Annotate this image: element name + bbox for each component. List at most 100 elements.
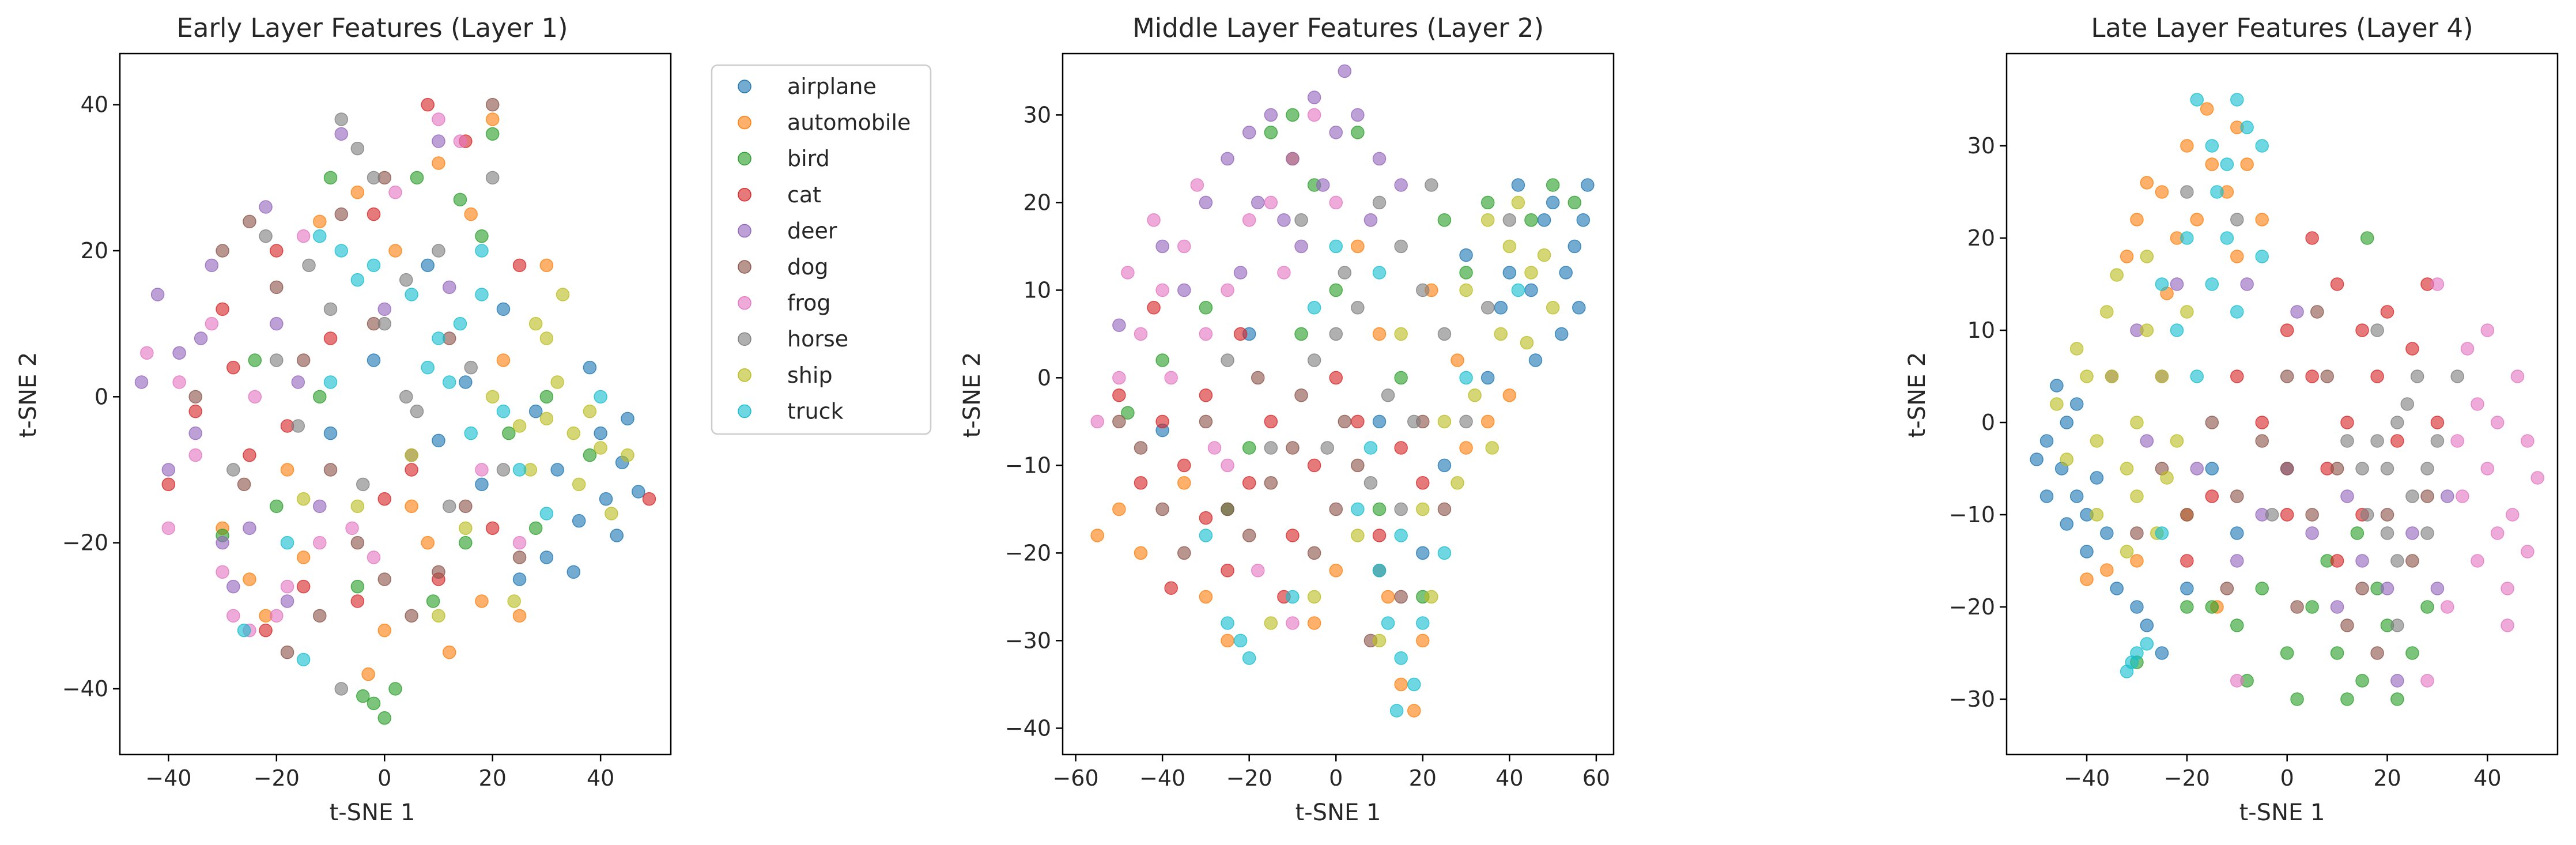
scatter-point-frog xyxy=(2441,600,2454,614)
scatter-point-dog xyxy=(1329,502,1343,516)
scatter-point-dog xyxy=(2305,508,2319,522)
x-tick-label: 40 xyxy=(2473,765,2501,791)
scatter-point-truck xyxy=(512,463,527,477)
scatter-point-horse xyxy=(2400,397,2415,411)
scatter-point-bird xyxy=(502,426,516,440)
chart-title: Late Layer Features (Layer 4) xyxy=(2091,13,2473,43)
x-axis-label: t-SNE 1 xyxy=(2239,799,2325,826)
scatter-point-dog xyxy=(2370,646,2384,660)
scatter-point-bird xyxy=(313,390,327,404)
y-tick-label: −40 xyxy=(1005,715,1051,741)
scatter-point-airplane xyxy=(2100,526,2114,540)
legend-marker xyxy=(738,224,751,238)
y-tick-label: −20 xyxy=(62,530,108,556)
scatter-point-truck xyxy=(1389,704,1404,718)
scatter-point-bird xyxy=(528,521,543,535)
scatter-point-horse xyxy=(2410,369,2424,383)
scatter-point-bird xyxy=(1394,371,1408,385)
scatter-point-deer xyxy=(243,521,256,535)
y-tick-label: −20 xyxy=(1949,594,1995,620)
scatter-point-automobile xyxy=(2130,554,2144,568)
scatter-point-frog xyxy=(1121,266,1135,280)
scatter-point-airplane xyxy=(566,565,581,579)
scatter-point-horse xyxy=(2430,434,2445,448)
scatter-point-horse xyxy=(399,273,413,287)
scatter-point-automobile xyxy=(1199,590,1213,604)
scatter-point-cat xyxy=(270,244,284,258)
scatter-point-truck xyxy=(1221,616,1234,630)
scatter-point-deer xyxy=(1264,108,1278,122)
scatter-point-automobile xyxy=(350,185,365,199)
scatter-point-ship xyxy=(405,448,418,462)
scatter-point-truck xyxy=(1286,590,1300,604)
scatter-point-horse xyxy=(1437,327,1452,341)
scatter-point-frog xyxy=(1242,213,1256,227)
scatter-point-airplane xyxy=(2050,379,2064,393)
scatter-point-horse xyxy=(1502,213,1517,227)
scatter-point-automobile xyxy=(539,258,554,273)
scatter-point-ship xyxy=(528,316,543,331)
scatter-point-ship xyxy=(1520,335,1534,350)
y-tick-label: 10 xyxy=(1023,277,1051,303)
scatter-point-frog xyxy=(2501,618,2514,632)
scatter-point-dog xyxy=(2310,305,2324,319)
scatter-point-frog xyxy=(1307,108,1321,122)
scatter-point-bird xyxy=(1437,213,1452,227)
scatter-point-dog xyxy=(334,207,349,221)
scatter-point-deer xyxy=(1286,152,1300,166)
scatter-point-cat xyxy=(2340,416,2354,429)
scatter-point-ship xyxy=(2090,434,2104,448)
scatter-point-airplane xyxy=(1546,195,1560,210)
scatter-point-dog xyxy=(1242,529,1256,542)
legend-label-truck: truck xyxy=(787,398,844,424)
scatter-point-frog xyxy=(2506,508,2520,522)
scatter-point-bird xyxy=(2230,618,2244,632)
scatter-point-cat xyxy=(2280,508,2294,522)
scatter-point-bird xyxy=(2290,692,2304,706)
scatter-point-bird xyxy=(1264,126,1278,139)
scatter-point-deer xyxy=(1112,318,1126,332)
scatter-point-dog xyxy=(2230,489,2244,503)
scatter-point-airplane xyxy=(1416,546,1430,560)
y-tick-label: 20 xyxy=(1967,225,1995,251)
scatter-point-truck xyxy=(2205,139,2219,153)
scatter-point-airplane xyxy=(1581,178,1595,192)
scatter-point-deer xyxy=(1338,64,1352,78)
scatter-point-ship xyxy=(1546,301,1560,315)
y-axis-label: t-SNE 2 xyxy=(15,352,41,438)
y-tick-label: 0 xyxy=(1037,365,1051,390)
scatter-point-cat xyxy=(421,97,435,112)
scatter-point-ship xyxy=(556,288,570,301)
scatter-point-ship xyxy=(2080,369,2094,383)
scatter-point-automobile xyxy=(2080,572,2094,586)
scatter-point-cat xyxy=(2430,416,2445,429)
scatter-point-ship xyxy=(1425,590,1438,604)
scatter-point-bird xyxy=(475,229,489,243)
scatter-point-deer xyxy=(134,375,149,389)
scatter-point-ship xyxy=(1437,414,1452,429)
scatter-point-deer xyxy=(161,463,176,477)
scatter-point-airplane xyxy=(1480,371,1495,385)
scatter-point-airplane xyxy=(421,258,435,273)
scatter-point-airplane xyxy=(2230,526,2244,540)
scatter-point-cat xyxy=(1286,529,1300,542)
scatter-point-frog xyxy=(1155,283,1169,297)
scatter-point-automobile xyxy=(485,112,500,126)
scatter-point-automobile xyxy=(2155,185,2169,199)
scatter-point-frog xyxy=(475,463,489,477)
scatter-point-frog xyxy=(1134,327,1148,341)
scatter-point-automobile xyxy=(1372,327,1387,341)
scatter-point-deer xyxy=(1329,126,1343,139)
scatter-point-truck xyxy=(350,273,365,287)
scatter-point-cat xyxy=(350,594,365,608)
legend-marker xyxy=(738,115,751,130)
scatter-point-deer xyxy=(1155,239,1169,254)
scatter-point-automobile xyxy=(496,353,511,367)
scatter-point-horse xyxy=(302,258,316,273)
scatter-point-cat xyxy=(2180,554,2194,568)
legend-label-ship: ship xyxy=(787,363,833,388)
scatter-point-truck xyxy=(2220,157,2234,171)
scatter-point-dog xyxy=(2320,369,2334,383)
scatter-point-truck xyxy=(1394,529,1408,542)
